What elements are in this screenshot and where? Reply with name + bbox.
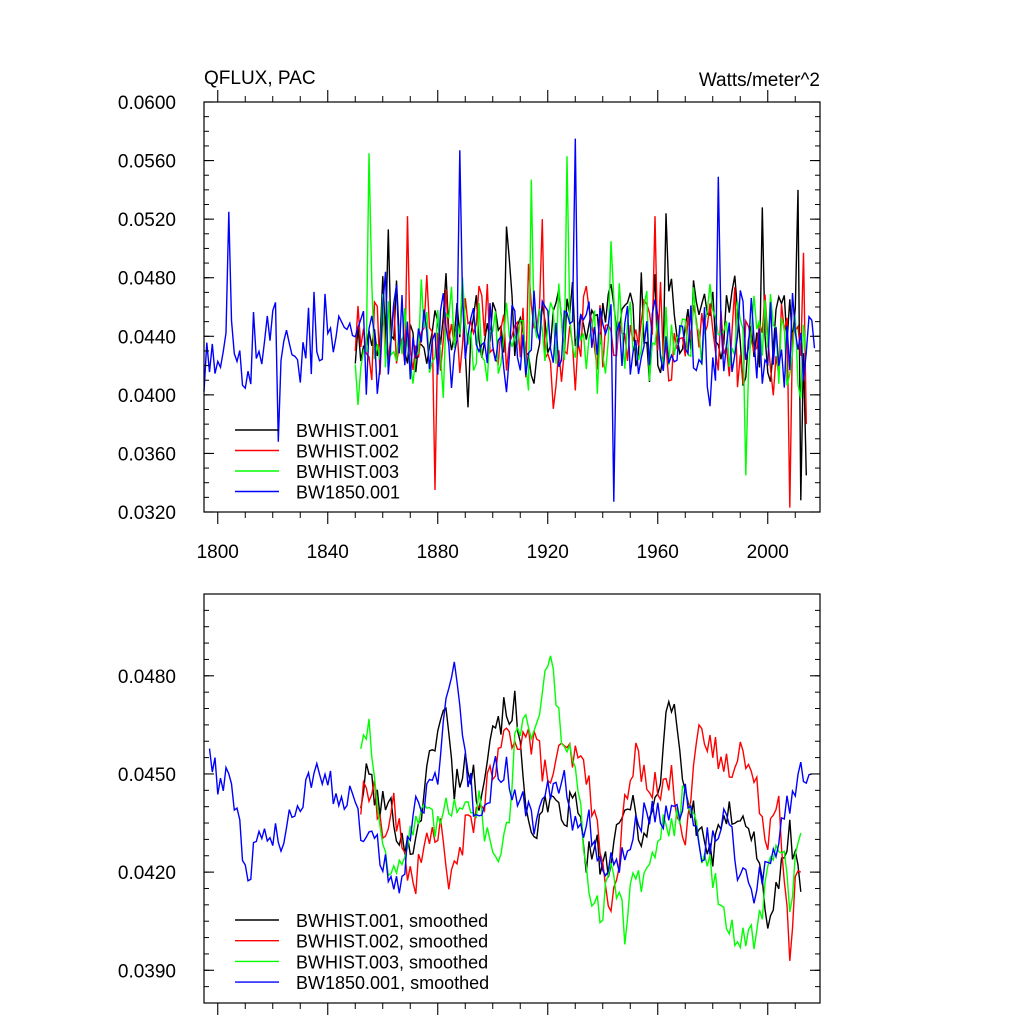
top-axes: 0.0320 0.0360 0.0400 0.0440 0.0480 0.0520 0.05…: [118, 90, 821, 563]
top-x-tick-label: 1960: [637, 542, 679, 563]
top-y-tick-label: 0.0600: [118, 93, 176, 114]
legend-label-bwhist-002: BWHIST.002: [296, 442, 399, 462]
series-line-bwhist-002-smoothed: [360, 723, 802, 961]
top-x-tick-label: 1840: [307, 542, 349, 563]
top-x-tick-label: 1800: [197, 542, 239, 563]
series-line-bwhist-003-smoothed: [360, 655, 802, 950]
legend-label-bwhist-002-smoothed: BWHIST.002, smoothed: [296, 932, 488, 952]
bottom-axes: 0.0390 0.0420 0.0450 0.0480: [118, 593, 821, 1015]
top-x-tick-label: 1880: [417, 542, 459, 563]
legend-label-bw1850-001: BW1850.001: [296, 483, 400, 503]
bottom-y-tick-label: 0.0420: [118, 863, 176, 884]
top-y-tick-label: 0.0320: [118, 503, 176, 524]
top-x-tick-label: 2000: [747, 542, 789, 563]
bottom-panel-smoothed-series: 0.0390 0.0420 0.0450 0.0480 BWHIST.001, smo…: [118, 593, 821, 1015]
legend-label-bwhist-001: BWHIST.001: [296, 421, 399, 441]
top-y-tick-label: 0.0560: [118, 152, 176, 173]
legend-label-bwhist-001-smoothed: BWHIST.001, smoothed: [296, 911, 488, 931]
top-y-tick-label: 0.0520: [118, 210, 176, 231]
bottom-y-tick-label: 0.0450: [118, 765, 176, 786]
top-y-tick-label: 0.0400: [118, 386, 176, 407]
top-panel-title: QFLUX, PAC: [204, 68, 316, 89]
series-line-bw1850-001-smoothed: [208, 661, 812, 904]
top-y-tick-label: 0.0360: [118, 444, 176, 465]
top-series-group: [203, 138, 816, 508]
bottom-y-tick-label: 0.0480: [118, 667, 176, 688]
series-line-bw1850-001: [203, 138, 816, 502]
top-panel-raw-series: QFLUX, PAC Watts/meter^2 0.03200.03600.0…: [118, 68, 821, 563]
top-x-tick-label: 1920: [527, 542, 569, 563]
bottom-plot-frame: [203, 593, 821, 1004]
legend-label-bw1850-001-smoothed: BW1850.001, smoothed: [296, 973, 489, 993]
top-y-tick-label: 0.0440: [118, 327, 176, 348]
bottom-y-tick-label: 0.0390: [118, 961, 176, 982]
legend-label-bwhist-003: BWHIST.003: [296, 462, 399, 482]
top-panel-units: Watts/meter^2: [699, 70, 820, 91]
bottom-series-group: [208, 655, 812, 961]
top-y-tick-label: 0.0480: [118, 269, 176, 290]
legend-label-bwhist-003-smoothed: BWHIST.003, smoothed: [296, 952, 488, 972]
